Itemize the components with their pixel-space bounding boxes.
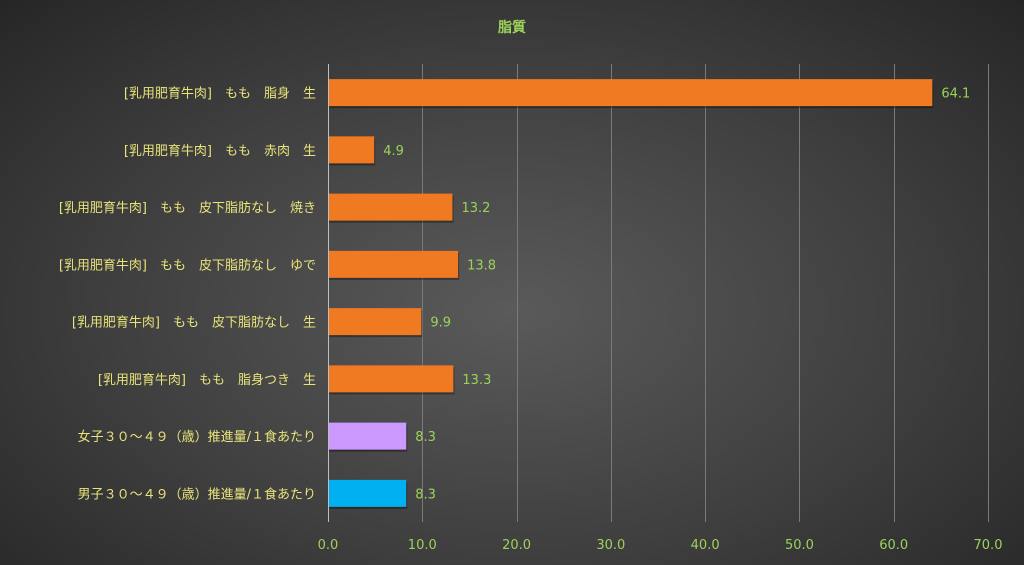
- data-label: 13.3: [462, 373, 491, 388]
- chart-title: 脂質: [497, 19, 526, 36]
- category-label: [乳用肥育牛肉] もも 皮下脂肪なし 生: [72, 315, 316, 331]
- bar: [328, 365, 454, 393]
- x-tick-label: 10.0: [408, 538, 437, 553]
- category-label: 男子３０～４９（歳）推進量/１食あたり: [78, 486, 316, 502]
- bar: [328, 308, 422, 336]
- x-tick-label: 70.0: [974, 538, 1003, 553]
- category-label: [乳用肥育牛肉] もも 皮下脂肪なし 焼き: [59, 200, 316, 216]
- x-tick-label: 30.0: [596, 538, 625, 553]
- category-label: [乳用肥育牛肉] もも 赤肉 生: [124, 143, 316, 159]
- data-label: 8.3: [415, 487, 436, 502]
- x-tick-label: 40.0: [691, 538, 720, 553]
- category-label: [乳用肥育牛肉] もも 皮下脂肪なし ゆで: [59, 257, 316, 273]
- bar: [328, 250, 459, 278]
- gridlines: [422, 64, 989, 522]
- data-label: 4.9: [383, 144, 404, 159]
- x-tick-label: 0.0: [318, 538, 339, 553]
- bar: [328, 79, 933, 107]
- x-tick-label: 20.0: [502, 538, 531, 553]
- bar: [328, 136, 375, 164]
- category-label: 女子３０～４９（歳）推進量/１食あたり: [78, 429, 316, 445]
- data-label: 13.8: [467, 258, 496, 273]
- data-label: 13.2: [461, 201, 490, 216]
- bar: [328, 479, 407, 507]
- x-tick-labels: 0.0 10.0 20.0 30.0 40.0 50.0 60.0 70.0: [318, 538, 1003, 553]
- bar: [328, 422, 407, 450]
- category-label: [乳用肥育牛肉] もも 脂身 生: [124, 86, 316, 102]
- x-tick-label: 50.0: [785, 538, 814, 553]
- data-labels: 64.1 4.9 13.2 13.8 9.9 13.3 8.3 8.3: [383, 87, 970, 503]
- category-labels: [乳用肥育牛肉] もも 脂身 生 [乳用肥育牛肉] もも 赤肉 生 [乳用肥育牛肉]…: [59, 86, 316, 503]
- category-label: [乳用肥育牛肉] もも 脂身つき 生: [98, 372, 316, 388]
- x-tick-label: 60.0: [879, 538, 908, 553]
- data-label: 9.9: [430, 316, 451, 331]
- bars: [328, 79, 934, 509]
- data-label: 64.1: [941, 87, 970, 102]
- bar: [328, 193, 453, 221]
- data-label: 8.3: [415, 430, 436, 445]
